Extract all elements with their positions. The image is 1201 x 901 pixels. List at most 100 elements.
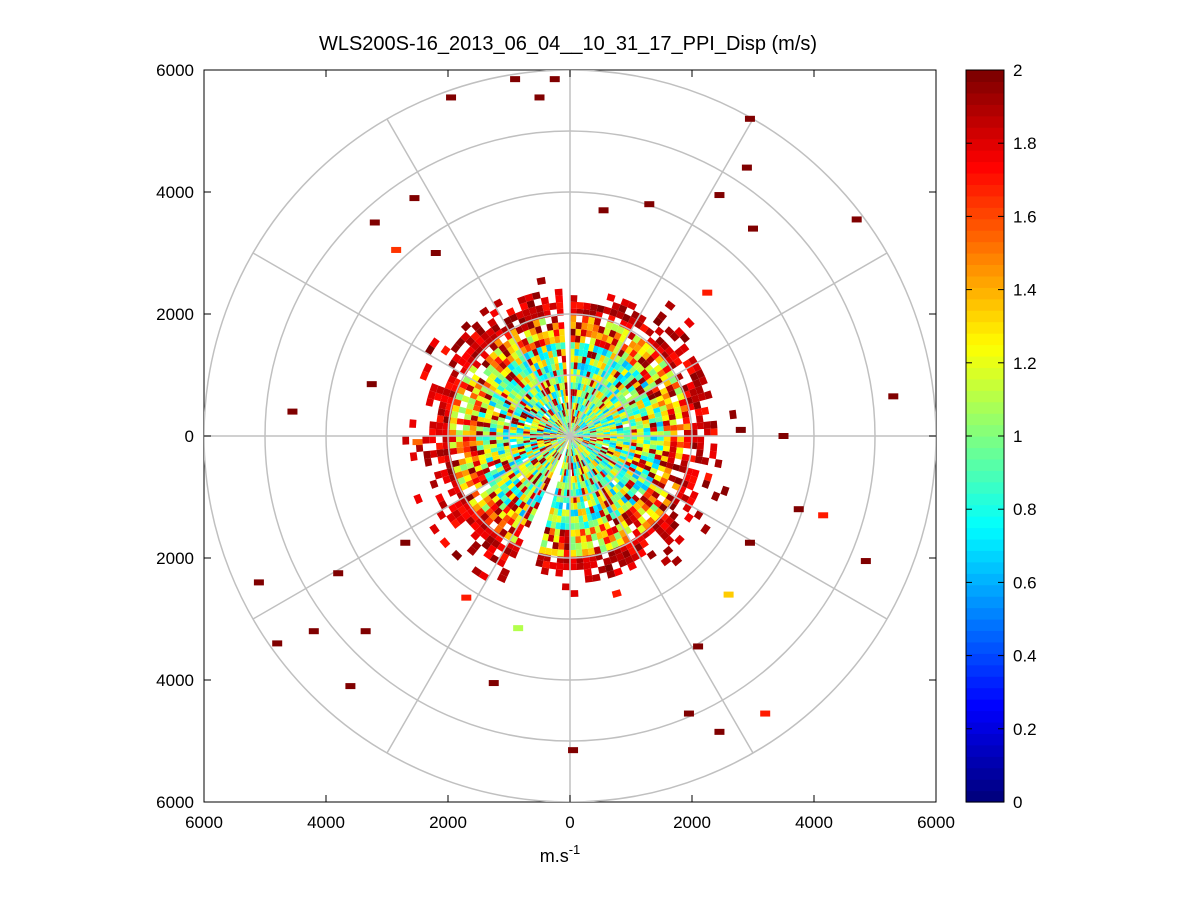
heat-cell — [533, 461, 541, 468]
heat-cell — [576, 431, 583, 435]
heat-cell — [678, 398, 687, 407]
heat-cell — [621, 417, 629, 423]
heat-cell — [651, 385, 660, 394]
heat-cell — [574, 482, 579, 490]
heat-cell — [619, 478, 628, 486]
heat-cell — [553, 424, 560, 429]
heat-cell — [551, 440, 558, 445]
heat-cell — [655, 395, 664, 403]
heat-cell — [581, 548, 589, 557]
heat-cell — [597, 495, 604, 504]
heat-cell — [609, 395, 617, 403]
colorbar-swatch — [966, 207, 1004, 220]
heat-cell — [549, 507, 555, 515]
heat-cell — [570, 496, 574, 504]
heat-cell — [486, 364, 496, 373]
heat-cell — [547, 513, 554, 522]
heat-cell — [629, 422, 637, 427]
heat-cell — [645, 460, 653, 468]
heat-cell — [562, 475, 566, 483]
heat-cell — [533, 449, 541, 455]
heat-cell — [450, 343, 461, 354]
heat-cell — [570, 434, 577, 436]
heat-cell — [557, 508, 563, 517]
heat-cell — [579, 335, 586, 344]
heat-cell — [654, 355, 664, 365]
heat-cell — [444, 381, 454, 391]
x-tick-label: 6000 — [917, 813, 955, 832]
heat-cell — [479, 407, 487, 414]
heat-cell — [498, 343, 507, 353]
heat-cell — [583, 343, 590, 351]
heat-cell — [548, 408, 555, 416]
heat-cell — [639, 368, 649, 377]
heat-cell — [596, 432, 604, 435]
heat-cell — [565, 455, 568, 463]
heat-cell — [465, 479, 475, 488]
heat-cell — [472, 404, 481, 412]
heat-cell — [649, 422, 657, 428]
heat-cell — [491, 495, 501, 504]
heat-cell — [563, 549, 570, 557]
heat-cell — [556, 432, 564, 435]
colorbar-swatch — [966, 630, 1004, 643]
heat-cell — [558, 419, 563, 426]
heat-cell — [608, 461, 615, 468]
heat-cell — [595, 474, 602, 481]
heat-cell — [589, 440, 597, 443]
heat-cell — [641, 520, 651, 530]
heat-cell — [619, 488, 627, 496]
heat-cell — [617, 457, 626, 464]
heat-cell — [523, 428, 531, 432]
heat-cell — [649, 467, 658, 475]
heat-cell — [515, 537, 524, 547]
heat-cell — [594, 497, 600, 505]
colorbar-swatch — [966, 287, 1004, 300]
heat-cell — [620, 495, 629, 504]
heat-cell — [655, 336, 665, 346]
heat-cell — [625, 509, 634, 518]
heat-cell — [599, 479, 606, 487]
heat-cell — [453, 378, 463, 387]
heat-cell — [570, 328, 576, 336]
colorbar-swatch — [966, 172, 1004, 185]
heat-cell — [574, 402, 577, 410]
colorbar-swatch — [966, 390, 1004, 403]
colorbar-swatch — [966, 378, 1004, 391]
heat-cell — [520, 485, 528, 494]
heat-cell — [482, 436, 490, 441]
heat-cell — [499, 456, 508, 463]
heat-cell — [565, 409, 568, 417]
data-point — [714, 728, 725, 735]
heat-cell — [586, 393, 592, 401]
heat-cell — [559, 427, 565, 432]
heat-cell — [585, 357, 591, 365]
heat-cell — [643, 436, 651, 441]
heat-cell — [478, 411, 486, 418]
heat-cell — [487, 544, 497, 555]
heat-cell — [483, 495, 492, 504]
heat-cell — [558, 536, 565, 544]
heat-cell — [618, 558, 628, 568]
heat-cell — [590, 498, 597, 507]
heat-cell — [622, 485, 630, 493]
heat-cell — [608, 393, 615, 401]
heat-cell — [597, 346, 604, 355]
heat-cell — [623, 429, 631, 434]
heat-cell — [503, 422, 511, 427]
heat-cell — [550, 438, 557, 441]
heat-cell — [573, 448, 577, 456]
heat-cell — [643, 479, 652, 488]
heat-cell — [629, 476, 638, 484]
heat-cell — [450, 518, 461, 529]
heat-cell — [574, 455, 577, 463]
heat-cell — [596, 430, 604, 434]
heat-cell — [593, 467, 600, 474]
heat-cell — [641, 342, 651, 352]
heat-cell — [485, 535, 496, 545]
heat-cell — [458, 406, 467, 414]
heat-cell — [577, 446, 583, 453]
heat-cell — [577, 362, 582, 370]
heat-cell — [515, 310, 525, 320]
heat-cell — [502, 388, 511, 396]
